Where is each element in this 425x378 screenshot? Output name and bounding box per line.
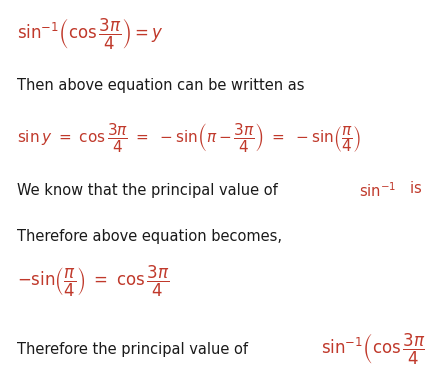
Text: $\sin^{-1}\!\left(\cos\dfrac{3\pi}{4}\right)$: $\sin^{-1}\!\left(\cos\dfrac{3\pi}{4}\ri… (321, 332, 425, 367)
Text: $\,\text{is}\,\left[-\dfrac{\pi}{2},\dfrac{\pi}{2}\right]$: $\,\text{is}\,\left[-\dfrac{\pi}{2},\dfr… (408, 176, 425, 206)
Text: We know that the principal value of: We know that the principal value of (17, 183, 282, 198)
Text: $-\sin\!\left(\dfrac{\pi}{4}\right) \ = \ \cos\dfrac{3\pi}{4}$: $-\sin\!\left(\dfrac{\pi}{4}\right) \ = … (17, 264, 170, 299)
Text: $\sin^{-1}\!\left(\cos\dfrac{3\pi}{4}\right) = y$: $\sin^{-1}\!\left(\cos\dfrac{3\pi}{4}\ri… (17, 16, 164, 52)
Text: Therefore above equation becomes,: Therefore above equation becomes, (17, 229, 282, 244)
Text: Therefore the principal value of: Therefore the principal value of (17, 342, 252, 357)
Text: $\sin y \ = \ \cos\dfrac{3\pi}{4} \ = \ -\sin\!\left(\pi - \dfrac{3\pi}{4}\right: $\sin y \ = \ \cos\dfrac{3\pi}{4} \ = \ … (17, 121, 361, 155)
Text: Then above equation can be written as: Then above equation can be written as (17, 77, 304, 93)
Text: $\sin^{-1}$: $\sin^{-1}$ (360, 181, 397, 200)
